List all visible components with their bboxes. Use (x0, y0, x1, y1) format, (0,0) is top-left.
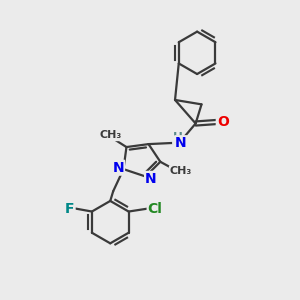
Text: methyl5: methyl5 (107, 131, 113, 132)
Text: CH₃: CH₃ (99, 130, 122, 140)
Text: CH₃: CH₃ (170, 166, 192, 176)
Text: N: N (145, 172, 157, 186)
Text: methyl: methyl (107, 129, 112, 130)
Text: O: O (217, 115, 229, 129)
Text: N: N (112, 161, 124, 175)
Text: Cl: Cl (148, 202, 163, 216)
Text: N: N (175, 136, 187, 150)
Text: H: H (173, 131, 183, 144)
Text: F: F (65, 202, 75, 216)
